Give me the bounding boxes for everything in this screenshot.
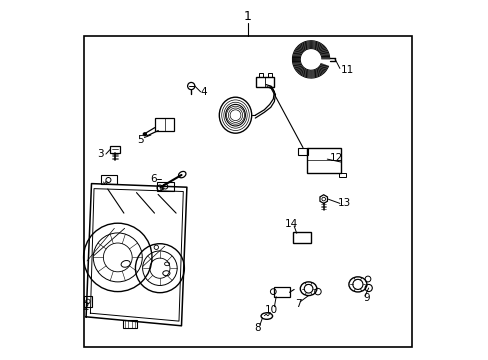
Bar: [122, 320, 136, 328]
Bar: [110, 146, 120, 153]
Bar: [84, 296, 91, 307]
Bar: [297, 148, 307, 155]
Text: 9: 9: [363, 293, 369, 303]
Text: 2: 2: [82, 302, 88, 312]
Bar: [306, 148, 340, 173]
Text: 11: 11: [340, 65, 353, 75]
Text: 5: 5: [137, 135, 144, 145]
Text: 8: 8: [254, 323, 261, 333]
Bar: [258, 73, 263, 77]
Text: 12: 12: [329, 153, 342, 163]
Bar: [338, 173, 346, 177]
Text: 13: 13: [337, 198, 350, 208]
Circle shape: [143, 133, 146, 136]
Text: 7: 7: [295, 299, 301, 309]
Bar: [292, 232, 310, 243]
Bar: [267, 73, 271, 77]
Bar: [84, 36, 411, 347]
Bar: [154, 118, 174, 131]
Bar: [101, 175, 117, 184]
Text: 14: 14: [284, 219, 297, 229]
Text: 4: 4: [201, 87, 207, 97]
Text: 6: 6: [150, 174, 157, 184]
Bar: [256, 77, 274, 87]
Text: 10: 10: [264, 305, 278, 315]
Text: 3: 3: [97, 149, 103, 159]
Bar: [274, 287, 289, 297]
Bar: [157, 182, 173, 191]
Text: 1: 1: [244, 10, 251, 23]
